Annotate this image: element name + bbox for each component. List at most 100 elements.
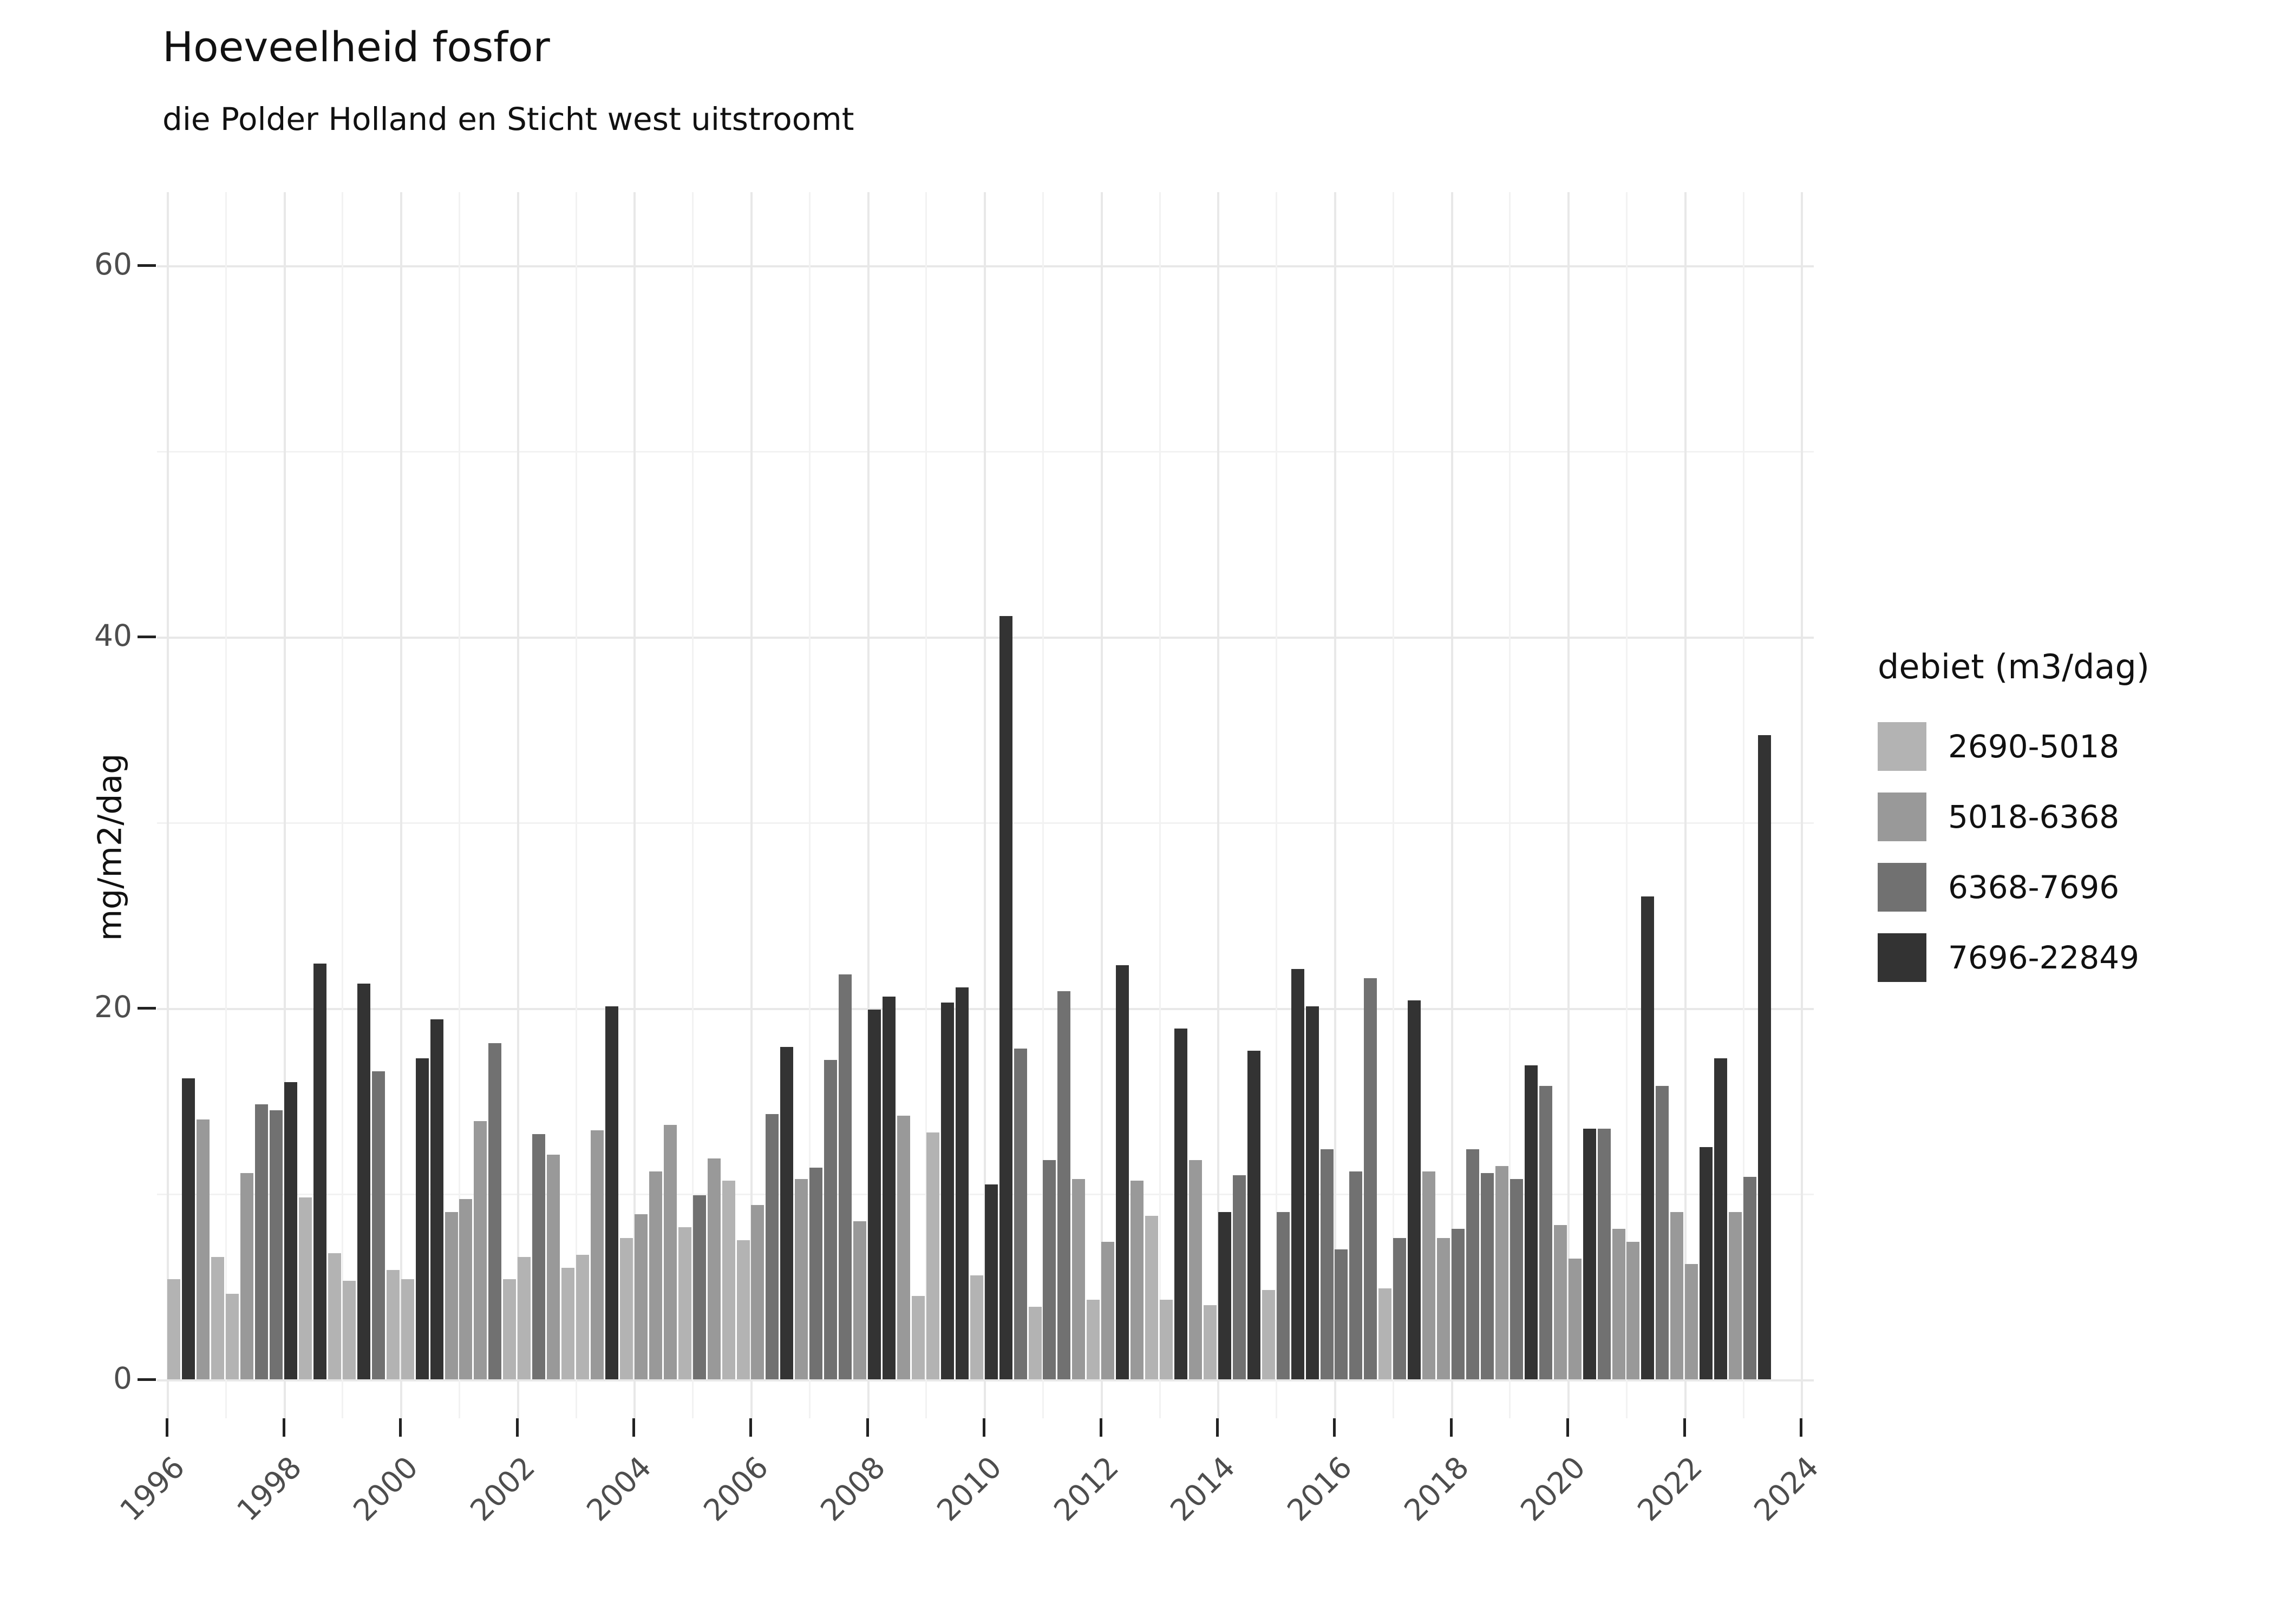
x-axis-tick-label: 2010	[930, 1450, 1009, 1528]
bar	[1495, 1165, 1508, 1379]
bar	[488, 1043, 502, 1379]
gridline-x-major	[867, 192, 870, 1418]
bar	[226, 1294, 239, 1379]
bar	[707, 1158, 721, 1379]
x-axis-tick	[1216, 1418, 1219, 1437]
chart-title: Hoeveelheid fosfor	[162, 23, 550, 71]
bar	[940, 1002, 954, 1379]
legend-swatch	[1878, 793, 1926, 841]
legend: debiet (m3/dag) 2690-5018 5018-6368 6368-7…	[1878, 647, 2149, 998]
bar	[1758, 735, 1772, 1379]
bar	[1729, 1212, 1742, 1379]
gridline-x-major	[1100, 192, 1103, 1418]
x-axis-tick-label: 2022	[1630, 1450, 1709, 1528]
gridline-x-major	[750, 192, 753, 1418]
bar	[853, 1221, 867, 1379]
bar	[649, 1171, 662, 1379]
gridline-x-minor	[1042, 192, 1044, 1418]
legend-item: 6368-7696	[1878, 857, 2149, 918]
x-axis-tick	[1800, 1418, 1803, 1437]
bar	[911, 1295, 925, 1379]
x-axis-tick-label: 2000	[347, 1450, 425, 1528]
x-axis-tick	[632, 1418, 636, 1437]
bar	[445, 1212, 458, 1379]
bar	[868, 1010, 881, 1379]
plot-panel	[157, 192, 1814, 1418]
bar	[663, 1125, 677, 1379]
bar	[970, 1275, 983, 1379]
bar	[576, 1255, 590, 1379]
bar	[795, 1178, 808, 1379]
bar	[1466, 1149, 1480, 1379]
x-axis-tick	[282, 1418, 285, 1437]
bar	[809, 1167, 823, 1379]
x-axis-tick-label: 2014	[1164, 1450, 1242, 1528]
gridline-x-minor	[808, 192, 811, 1418]
bar	[751, 1204, 764, 1379]
x-axis-tick	[166, 1418, 168, 1437]
bar	[984, 1184, 998, 1379]
bar	[1101, 1242, 1115, 1379]
legend-items: 2690-5018 5018-6368 6368-7696 7696-22849	[1878, 716, 2149, 988]
bar	[1276, 1212, 1290, 1379]
x-axis-tick-label: 1998	[230, 1450, 308, 1528]
bar	[518, 1256, 531, 1379]
x-axis-tick	[399, 1418, 402, 1437]
bar	[211, 1256, 225, 1379]
x-axis-tick	[515, 1418, 519, 1437]
bar	[722, 1180, 735, 1379]
bar	[1335, 1249, 1348, 1379]
y-axis-tick-label: 60	[94, 247, 132, 281]
y-axis-tick-label: 40	[94, 618, 132, 653]
gridline-x-major	[1684, 192, 1687, 1418]
bar	[1408, 1000, 1421, 1379]
bar	[1320, 1149, 1334, 1379]
gridline-x-major	[1334, 192, 1336, 1418]
bar	[999, 616, 1012, 1379]
bar	[1160, 1299, 1173, 1379]
bar	[1583, 1128, 1596, 1379]
bar	[692, 1195, 706, 1379]
bar	[1670, 1212, 1684, 1379]
x-axis-tick-label: 2018	[1397, 1450, 1475, 1528]
bar	[1028, 1307, 1042, 1379]
gridline-x-minor	[1276, 192, 1278, 1418]
x-axis-tick	[1449, 1418, 1453, 1437]
bar	[1349, 1171, 1363, 1379]
bar	[1378, 1288, 1392, 1379]
bar	[634, 1214, 648, 1379]
bar	[1626, 1242, 1640, 1379]
bar	[1714, 1058, 1728, 1379]
bar	[1364, 978, 1377, 1379]
chart-subtitle: die Polder Holland en Sticht west uitstr…	[162, 101, 854, 137]
bar	[591, 1130, 604, 1379]
bar	[1656, 1086, 1669, 1379]
legend-swatch	[1878, 722, 1926, 771]
bar	[1145, 1216, 1159, 1379]
legend-item: 2690-5018	[1878, 716, 2149, 777]
bar	[240, 1173, 254, 1379]
gridline-x-minor	[575, 192, 577, 1418]
bar	[897, 1115, 910, 1379]
gridline-x-minor	[1509, 192, 1511, 1418]
y-axis-tick	[138, 1007, 156, 1010]
bar	[474, 1121, 487, 1379]
bar	[1087, 1299, 1100, 1379]
bar	[1539, 1086, 1552, 1379]
x-axis-tick-label: 2004	[580, 1450, 658, 1528]
bar	[328, 1253, 341, 1379]
bar	[547, 1154, 560, 1379]
legend-swatch	[1878, 933, 1926, 982]
bar	[766, 1114, 779, 1379]
y-axis-title: mg/m2/dag	[91, 753, 129, 941]
bar	[1072, 1178, 1086, 1379]
bar	[1393, 1238, 1407, 1379]
bar	[736, 1240, 750, 1379]
bar	[1174, 1028, 1188, 1379]
bar	[1422, 1171, 1436, 1379]
gridline-x-minor	[342, 192, 344, 1418]
bar	[386, 1269, 400, 1379]
bar	[1014, 1049, 1027, 1379]
gridline-x-minor	[1626, 192, 1628, 1418]
